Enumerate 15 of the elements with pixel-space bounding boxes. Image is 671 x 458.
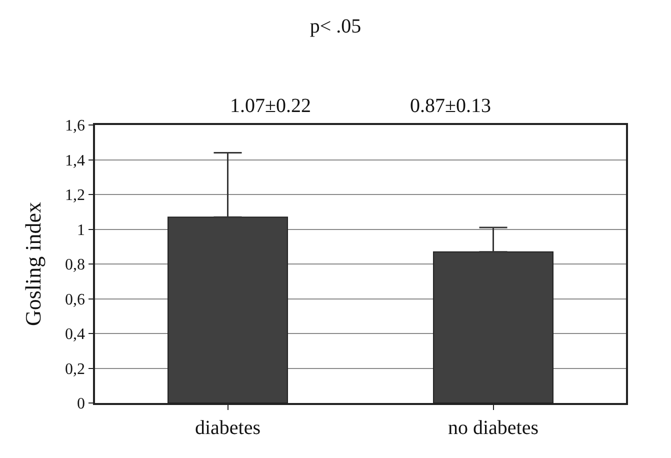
text: 0.87±0.13 (410, 95, 491, 117)
y-axis-title: Gosling index (20, 202, 46, 326)
y-tick-label: 0 (77, 396, 86, 413)
y-tick-label: 1,2 (65, 187, 86, 204)
y-tick-label: 0,8 (65, 256, 86, 274)
x-tick-label: no diabetes (448, 416, 539, 439)
y-tick-label: 1 (77, 222, 86, 239)
x-tick-label: diabetes (194, 416, 261, 439)
y-tick-label: 0,4 (65, 326, 86, 344)
y-tick-label: 1,4 (65, 152, 86, 170)
text: 1.07±0.22 (230, 95, 311, 117)
y-tick-label: 0,2 (65, 360, 86, 378)
chart-title: p< .05 (310, 15, 362, 38)
y-tick-label: 1,6 (65, 118, 86, 135)
y-tick-label: 0,6 (65, 291, 86, 308)
